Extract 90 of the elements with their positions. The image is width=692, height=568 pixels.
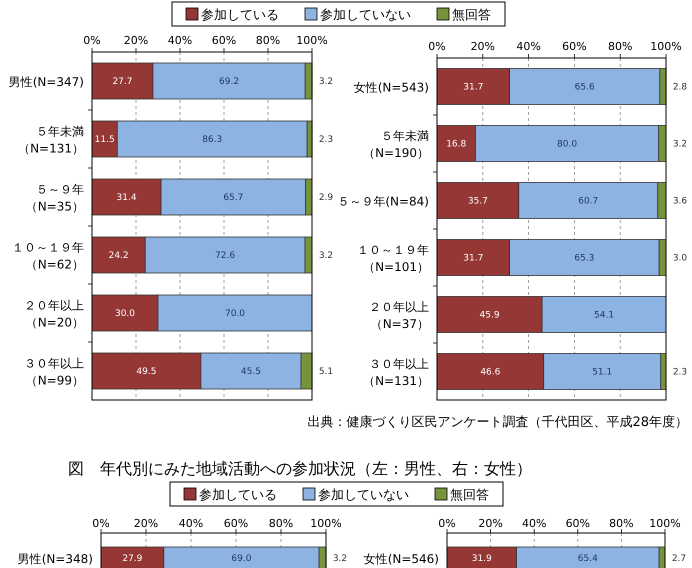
x-tick-label: 40% — [168, 34, 192, 47]
data-label: 3.2 — [672, 140, 688, 150]
x-tick-label: 0% — [438, 517, 456, 530]
data-label: 2.3 — [318, 135, 334, 145]
x-tick-label: 40% — [178, 517, 204, 530]
x-tick-label: 80% — [608, 40, 632, 53]
y-tick-label: １０～１９年（N=101） — [357, 243, 429, 274]
y-tick-label: ３０年以上（N=99） — [24, 356, 84, 388]
x-tick-label: 60% — [562, 40, 587, 53]
data-label: 3.0 — [672, 254, 688, 264]
data-label: 51.1 — [592, 368, 612, 378]
x-tick-label: 20% — [478, 517, 503, 530]
legend-item: 参加していない — [302, 488, 409, 503]
data-label: 65.3 — [574, 254, 594, 264]
data-label: 31.9 — [472, 554, 492, 564]
x-tick-label: 40% — [516, 40, 541, 53]
data-label: 35.7 — [468, 196, 488, 206]
data-label: 31.7 — [463, 82, 484, 92]
source-note: 出典：健康づくり区民アンケート調査（千代田区、平成28年度） — [307, 414, 688, 430]
y-tick-label: ２０年以上（N=37） — [369, 300, 429, 331]
x-tick-label: 100% — [650, 40, 682, 53]
y-tick-label: 女性(N=543) — [354, 80, 429, 94]
x-tick-label: 0% — [428, 40, 446, 53]
legend-label: 参加している — [199, 488, 277, 503]
x-tick-label: 60% — [224, 517, 248, 530]
data-label: 69.0 — [231, 554, 252, 564]
data-label: 24.2 — [108, 251, 129, 261]
data-label: 65.6 — [574, 82, 595, 92]
chart-title: 図 年代別にみた地域活動への参加状況（左：男性、右：女性） — [68, 459, 532, 478]
x-tick-label: 20% — [124, 34, 148, 47]
y-tick-label: 男性(N=348) — [18, 552, 93, 566]
legend-item: 無回答 — [436, 8, 491, 23]
data-label: 80.0 — [557, 140, 578, 150]
x-tick-label: 80% — [609, 517, 634, 530]
y-tick-label: １０～１９年（N=62） — [12, 240, 84, 272]
data-label: 45.9 — [480, 310, 500, 320]
x-tick-label: 20% — [470, 40, 496, 53]
legend-label: 参加している — [201, 8, 279, 23]
x-tick-label: 20% — [134, 517, 158, 530]
x-tick-label: 60% — [212, 34, 236, 47]
data-label: 27.7 — [112, 77, 132, 87]
y-tick-label: ５～９年(N=84) — [337, 194, 429, 208]
data-label: 3.2 — [318, 77, 334, 87]
legend-item: 無回答 — [434, 488, 489, 503]
y-tick-label: 女性(N=546) — [364, 552, 439, 566]
data-label: 65.7 — [223, 193, 244, 203]
data-label: 5.1 — [318, 367, 334, 377]
data-label: 70.0 — [224, 309, 246, 319]
x-tick-label: 40% — [522, 517, 546, 530]
data-label: 45.5 — [240, 367, 261, 377]
data-label: 2.8 — [672, 82, 688, 92]
data-label: 31.7 — [463, 254, 484, 264]
y-tick-label: ５年未満（N=131） — [18, 124, 84, 156]
x-tick-label: 100% — [310, 517, 342, 530]
legend-item: 参加している — [184, 488, 277, 503]
legend-item: 参加していない — [304, 8, 411, 23]
legend-item: 参加している — [186, 8, 279, 23]
data-label: 3.2 — [332, 554, 348, 564]
data-label: 69.2 — [219, 77, 240, 87]
data-label: 2.9 — [318, 193, 334, 203]
data-label: 86.3 — [202, 135, 222, 145]
data-label: 3.6 — [672, 196, 688, 206]
x-tick-label: 80% — [268, 517, 294, 530]
y-tick-label: ３０年以上（N=131） — [363, 357, 429, 388]
legend-label: 無回答 — [452, 8, 491, 23]
y-tick-label: ５～９年（N=35） — [26, 182, 84, 214]
data-label: 30.0 — [114, 309, 136, 319]
x-tick-label: 0% — [92, 517, 110, 530]
data-label: 31.4 — [116, 193, 137, 203]
x-tick-label: 100% — [649, 517, 681, 530]
data-label: 11.5 — [94, 135, 115, 145]
y-tick-label: ２０年以上（N=20） — [24, 298, 84, 330]
data-label: 54.1 — [594, 310, 614, 320]
data-label: 27.9 — [122, 554, 143, 564]
data-label: 2.7 — [672, 554, 686, 564]
data-label: 2.3 — [672, 368, 688, 378]
data-label: 65.4 — [578, 554, 598, 564]
y-tick-label: 男性(N=347) — [8, 75, 84, 89]
x-tick-label: 100% — [296, 34, 328, 47]
data-label: 60.7 — [578, 196, 598, 206]
data-label: 46.6 — [480, 368, 501, 378]
data-label: 16.8 — [446, 140, 467, 150]
legend-label: 無回答 — [450, 488, 489, 503]
data-label: 49.5 — [136, 367, 156, 377]
x-tick-label: 60% — [566, 517, 590, 530]
data-label: 72.6 — [215, 251, 236, 261]
y-tick-label: ５年未満（N=190） — [363, 129, 429, 160]
data-label: 3.2 — [318, 251, 334, 261]
x-tick-label: 80% — [256, 34, 280, 47]
x-tick-label: 0% — [83, 34, 101, 47]
